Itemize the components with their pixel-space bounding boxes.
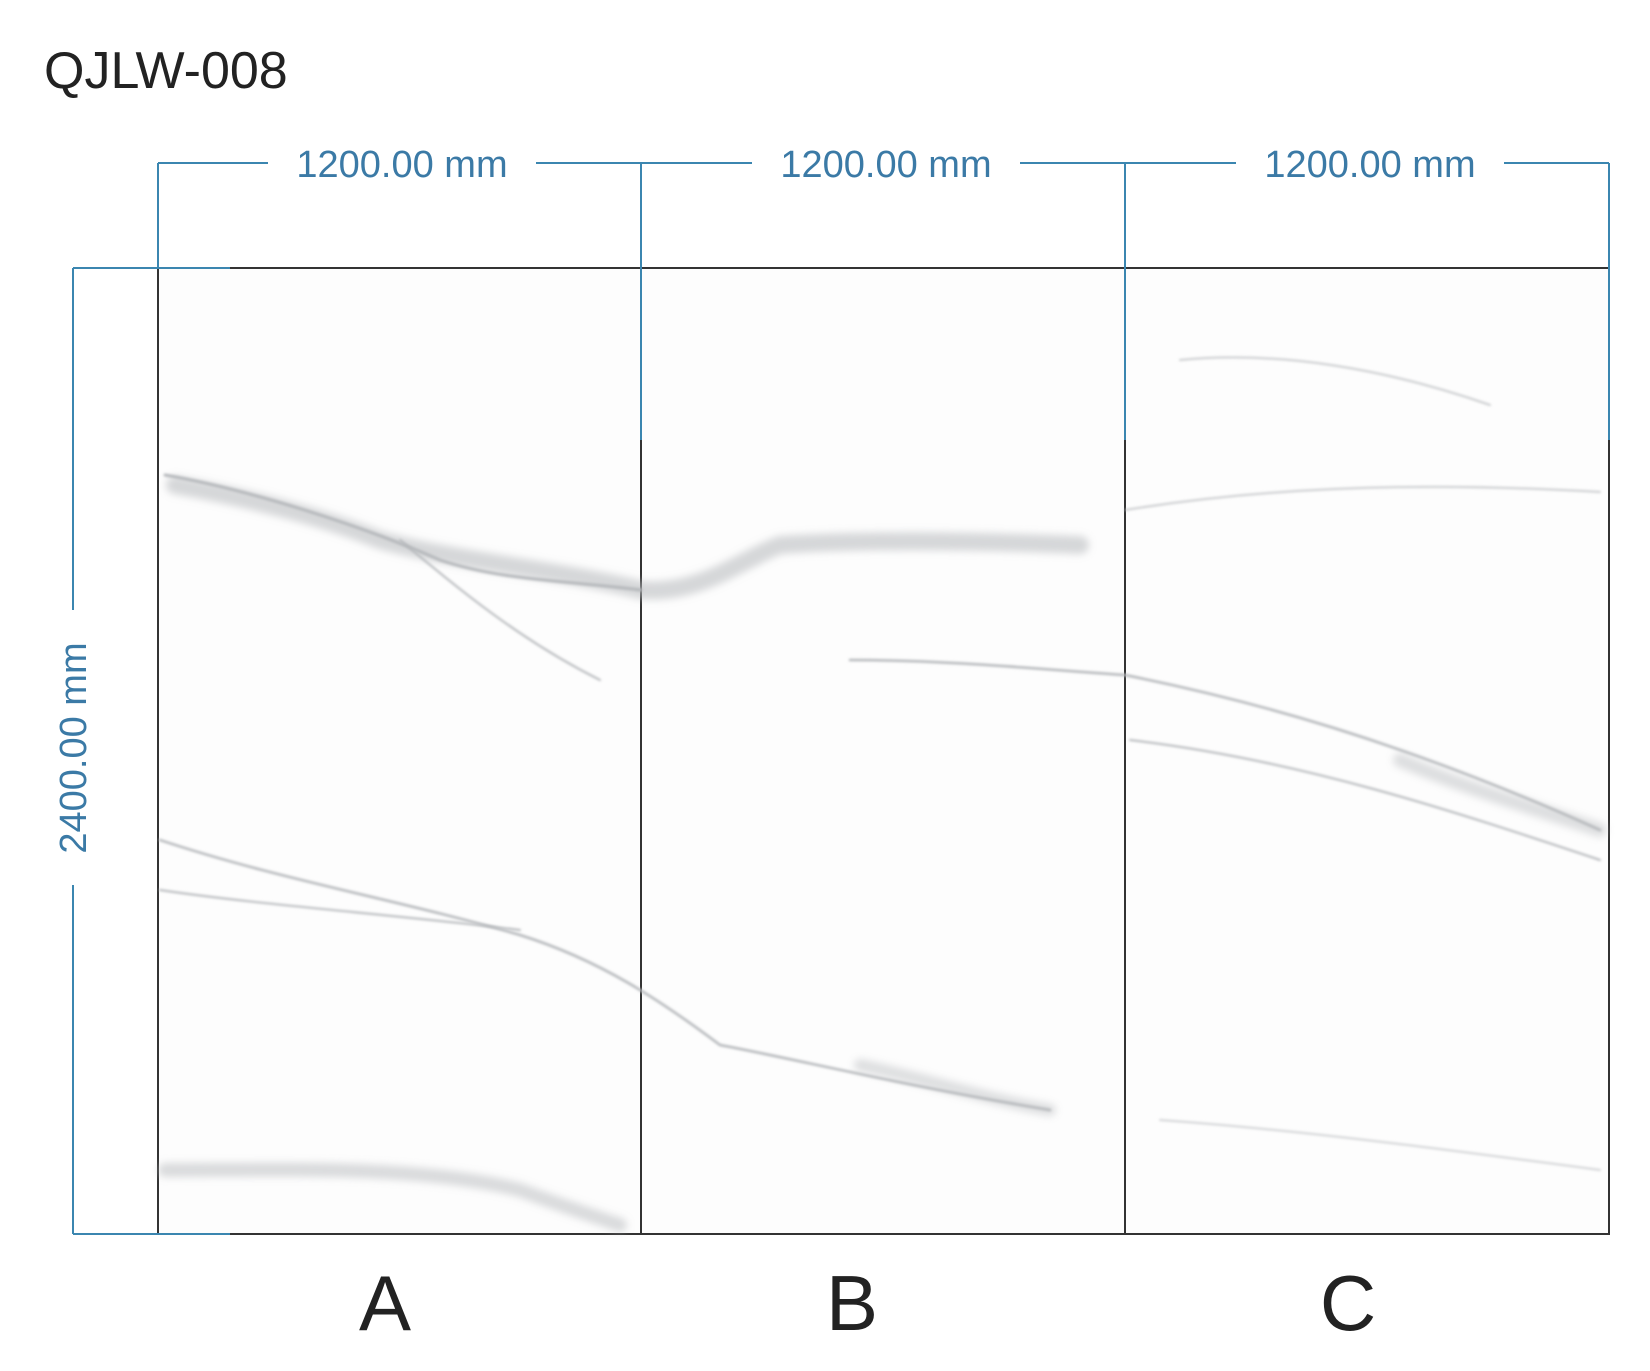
panel-label: C (1320, 1259, 1376, 1347)
left-dimension: 2400.00 mm (50, 267, 230, 1235)
panel-label: A (359, 1259, 411, 1347)
panel-b (640, 267, 1126, 1235)
panel-c (1124, 267, 1610, 1235)
title: QJLW-008 (44, 42, 288, 100)
panel-a (157, 267, 642, 1235)
width-label: 1200.00 mm (780, 144, 991, 186)
width-label: 1200.00 mm (1264, 144, 1475, 186)
panel-label: B (826, 1259, 878, 1347)
height-label: 2400.00 mm (53, 642, 95, 853)
width-label: 1200.00 mm (296, 144, 507, 186)
top-dimension: 1200.00 mm 1200.00 mm 1200.00 mm (157, 140, 1610, 440)
marble-veins (158, 356, 1607, 1232)
